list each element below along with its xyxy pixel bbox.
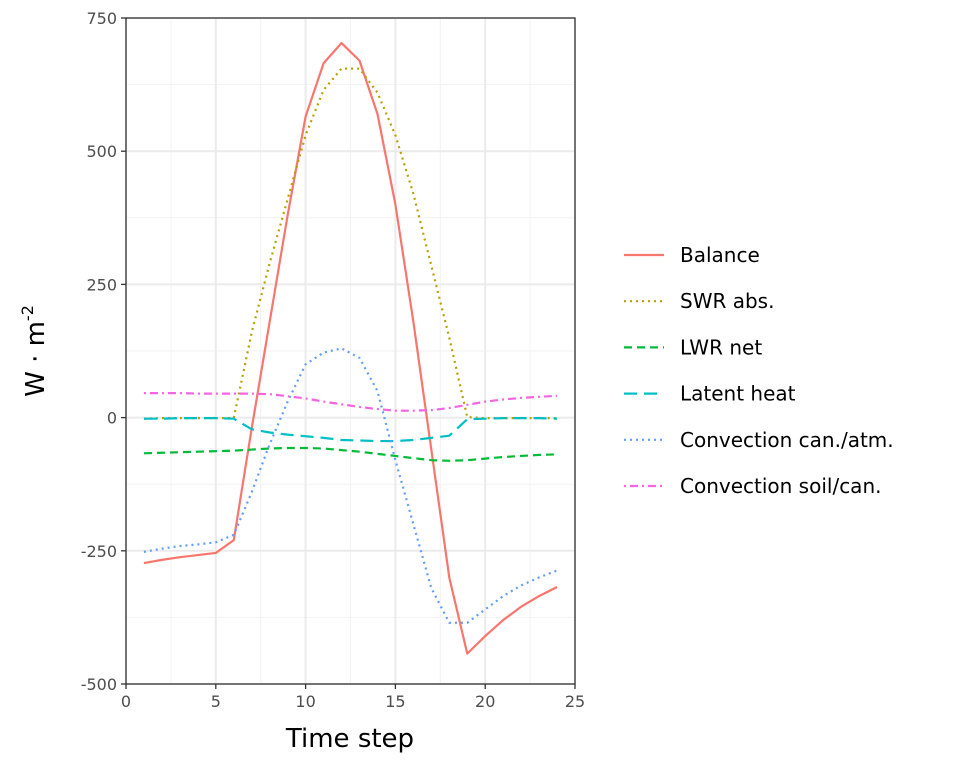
series-line-1 xyxy=(143,67,558,420)
y-axis-title: W · m-2 xyxy=(18,305,51,397)
panel-border xyxy=(125,17,576,685)
y-tick-label: 500 xyxy=(86,142,117,161)
y-axis: -500 -250 0 250 500 750 xyxy=(81,9,126,694)
series-layer xyxy=(143,41,558,655)
y-axis-title-exponent: -2 xyxy=(18,305,37,321)
x-tick-label: 10 xyxy=(295,692,315,711)
legend-label-3: Latent heat xyxy=(680,382,796,406)
legend: Balance SWR abs. LWR net Latent heat Convect… xyxy=(624,243,894,498)
x-tick-label: 20 xyxy=(475,692,495,711)
legend-label-5: Convection soil/can. xyxy=(680,474,881,498)
y-tick-label: -500 xyxy=(81,675,117,694)
y-tick-label: 250 xyxy=(86,275,117,294)
y-tick-label: -250 xyxy=(81,542,117,561)
legend-label-4: Convection can./atm. xyxy=(680,428,894,452)
y-tick-label: 0 xyxy=(107,409,117,428)
series-line-2 xyxy=(143,446,558,462)
x-tick-label: 25 xyxy=(565,692,585,711)
x-tick-label: 15 xyxy=(385,692,405,711)
legend-label-1: SWR abs. xyxy=(680,289,774,313)
y-tick-label: 750 xyxy=(86,9,117,28)
svg-text:W · m-2: W · m-2 xyxy=(18,305,51,397)
legend-label-2: LWR net xyxy=(680,335,762,359)
x-tick-label: 0 xyxy=(121,692,131,711)
series-line-3 xyxy=(143,417,558,443)
x-axis-title: Time step xyxy=(285,724,414,754)
series-line-5 xyxy=(143,391,558,412)
x-tick-label: 5 xyxy=(211,692,221,711)
grid-minor xyxy=(126,18,575,684)
y-axis-title-main: W · m xyxy=(21,321,51,397)
x-axis: 0 5 10 15 20 25 xyxy=(121,684,585,711)
series-line-0 xyxy=(143,41,558,655)
legend-label-0: Balance xyxy=(680,243,760,267)
